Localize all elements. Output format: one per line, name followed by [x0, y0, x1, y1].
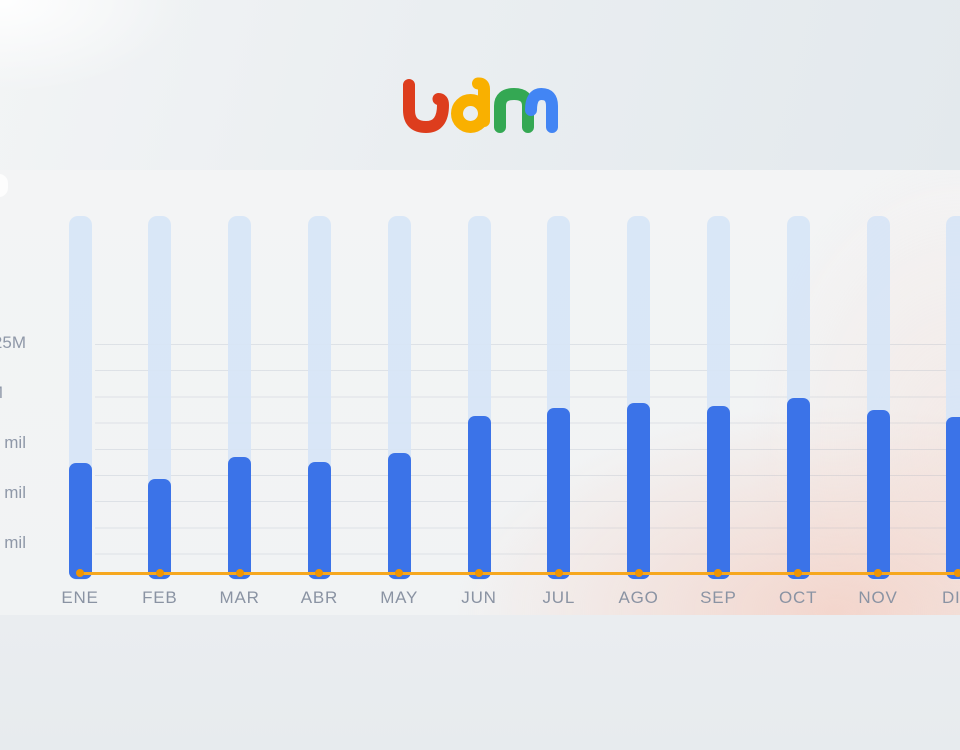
ldm-logo: [403, 77, 558, 134]
y-axis-tick-250-mil: 250 mil: [0, 533, 26, 552]
line-point-ENE: [76, 569, 84, 577]
x-axis-label-NOV: NOV: [858, 588, 898, 607]
bar-SEP: [706, 406, 730, 579]
bar-MAY: [387, 453, 411, 579]
line-sin-transmedia: [80, 571, 960, 575]
bar-MAR: [228, 457, 252, 579]
line-point-NOV: [874, 569, 882, 577]
x-axis-label-DIC: DIC: [941, 588, 960, 607]
logo-letter-m-left-arch: [494, 87, 534, 133]
line-point-JUL: [554, 569, 563, 577]
y-axis-tick-500-mil: 500 mil: [0, 483, 26, 502]
x-axis-label-MAY: MAY: [380, 588, 419, 607]
bar-JUN: [467, 416, 491, 579]
y-axis-tick-750-mil: 750 mil: [0, 433, 26, 452]
bar-ENE: [68, 463, 92, 579]
x-axis-label-JUL: JUL: [542, 588, 576, 607]
x-axis-label-FEB: FEB: [142, 588, 178, 607]
line-point-JUN: [475, 569, 483, 577]
legend-band: Optimizado con transmedia Sin transmedia: [0, 615, 960, 750]
logo-letter-m-right-arch: [525, 87, 558, 133]
x-axis-label-AGO: AGO: [618, 588, 659, 607]
y-axis-tick-1.25M: 1.25M: [0, 333, 26, 352]
x-axis-label-SEP: SEP: [700, 588, 737, 607]
line-point-OCT: [794, 569, 803, 577]
logo-letter-l: [403, 79, 450, 134]
line-point-SEP: [714, 569, 723, 577]
bar-ABR: [307, 462, 331, 579]
bar-JUL: [547, 408, 571, 579]
bar-FEB: [148, 479, 172, 579]
line-point-DIC: [953, 569, 960, 577]
x-axis-label-ABR: ABR: [300, 588, 339, 607]
bar-OCT: [786, 398, 810, 579]
line-point-FEB: [155, 569, 164, 577]
line-point-MAY: [395, 569, 404, 577]
line-point-ABR: [315, 569, 324, 577]
bar-DIC: [946, 417, 960, 579]
chart-gridlines: [95, 344, 960, 580]
line-point-MAR: [235, 569, 244, 577]
card-corner-accent: [0, 174, 8, 197]
header-band: [0, 0, 960, 170]
logo-letter-d-stem: [472, 77, 490, 127]
x-axis-label-JUN: JUN: [461, 588, 497, 607]
bar-AGO: [627, 403, 651, 579]
bar-NOV: [866, 410, 890, 579]
x-axis-label-ENE: ENE: [61, 588, 99, 607]
x-axis-label-OCT: OCT: [779, 588, 818, 607]
x-axis-label-MAR: MAR: [219, 588, 260, 607]
y-axis-tick-1M: 1M: [0, 383, 3, 403]
line-point-AGO: [634, 569, 643, 577]
